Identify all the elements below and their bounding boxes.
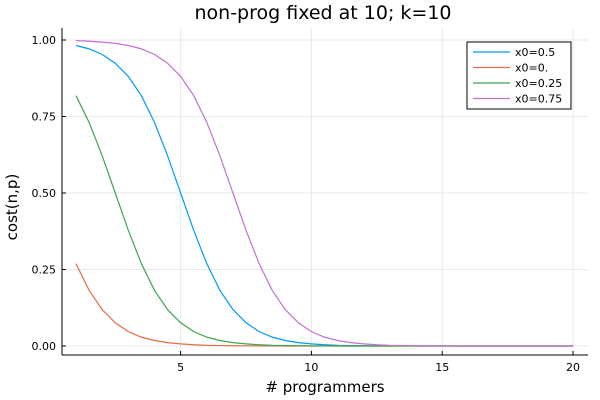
- y-tick-label: 1.00: [32, 34, 57, 47]
- x-tick-label: 10: [304, 361, 318, 374]
- y-axis-label: cost(n,p): [3, 174, 21, 241]
- legend-box: [466, 41, 572, 110]
- chart-title: non-prog fixed at 10; k=10: [194, 2, 451, 24]
- axes: [61, 28, 588, 356]
- x-axis-label: # programmers: [265, 378, 384, 396]
- x-tick-label: 15: [435, 361, 449, 374]
- x-tick-label: 5: [177, 361, 184, 374]
- legend-label: x0=0.: [515, 62, 548, 75]
- legend-label: x0=0.25: [515, 77, 562, 90]
- legend: x0=0.5 x0=0. x0=0.25 x0=0.75: [466, 41, 572, 110]
- legend-label: x0=0.75: [515, 93, 562, 106]
- y-tick-label: 0.00: [32, 340, 57, 353]
- y-tick-label: 0.75: [32, 111, 57, 124]
- series-lines: [75, 40, 573, 347]
- legend-label: x0=0.5: [515, 46, 555, 59]
- grid-lines: [62, 28, 588, 355]
- series-line-x0-0-75: [75, 40, 573, 347]
- y-tick-label: 0.25: [32, 264, 57, 277]
- x-tick-label: 20: [566, 361, 580, 374]
- y-tick-label: 0.50: [32, 187, 57, 200]
- tick-labels: 5 10 15 20 0.00 0.25 0.50 0.75 1.00: [32, 34, 581, 374]
